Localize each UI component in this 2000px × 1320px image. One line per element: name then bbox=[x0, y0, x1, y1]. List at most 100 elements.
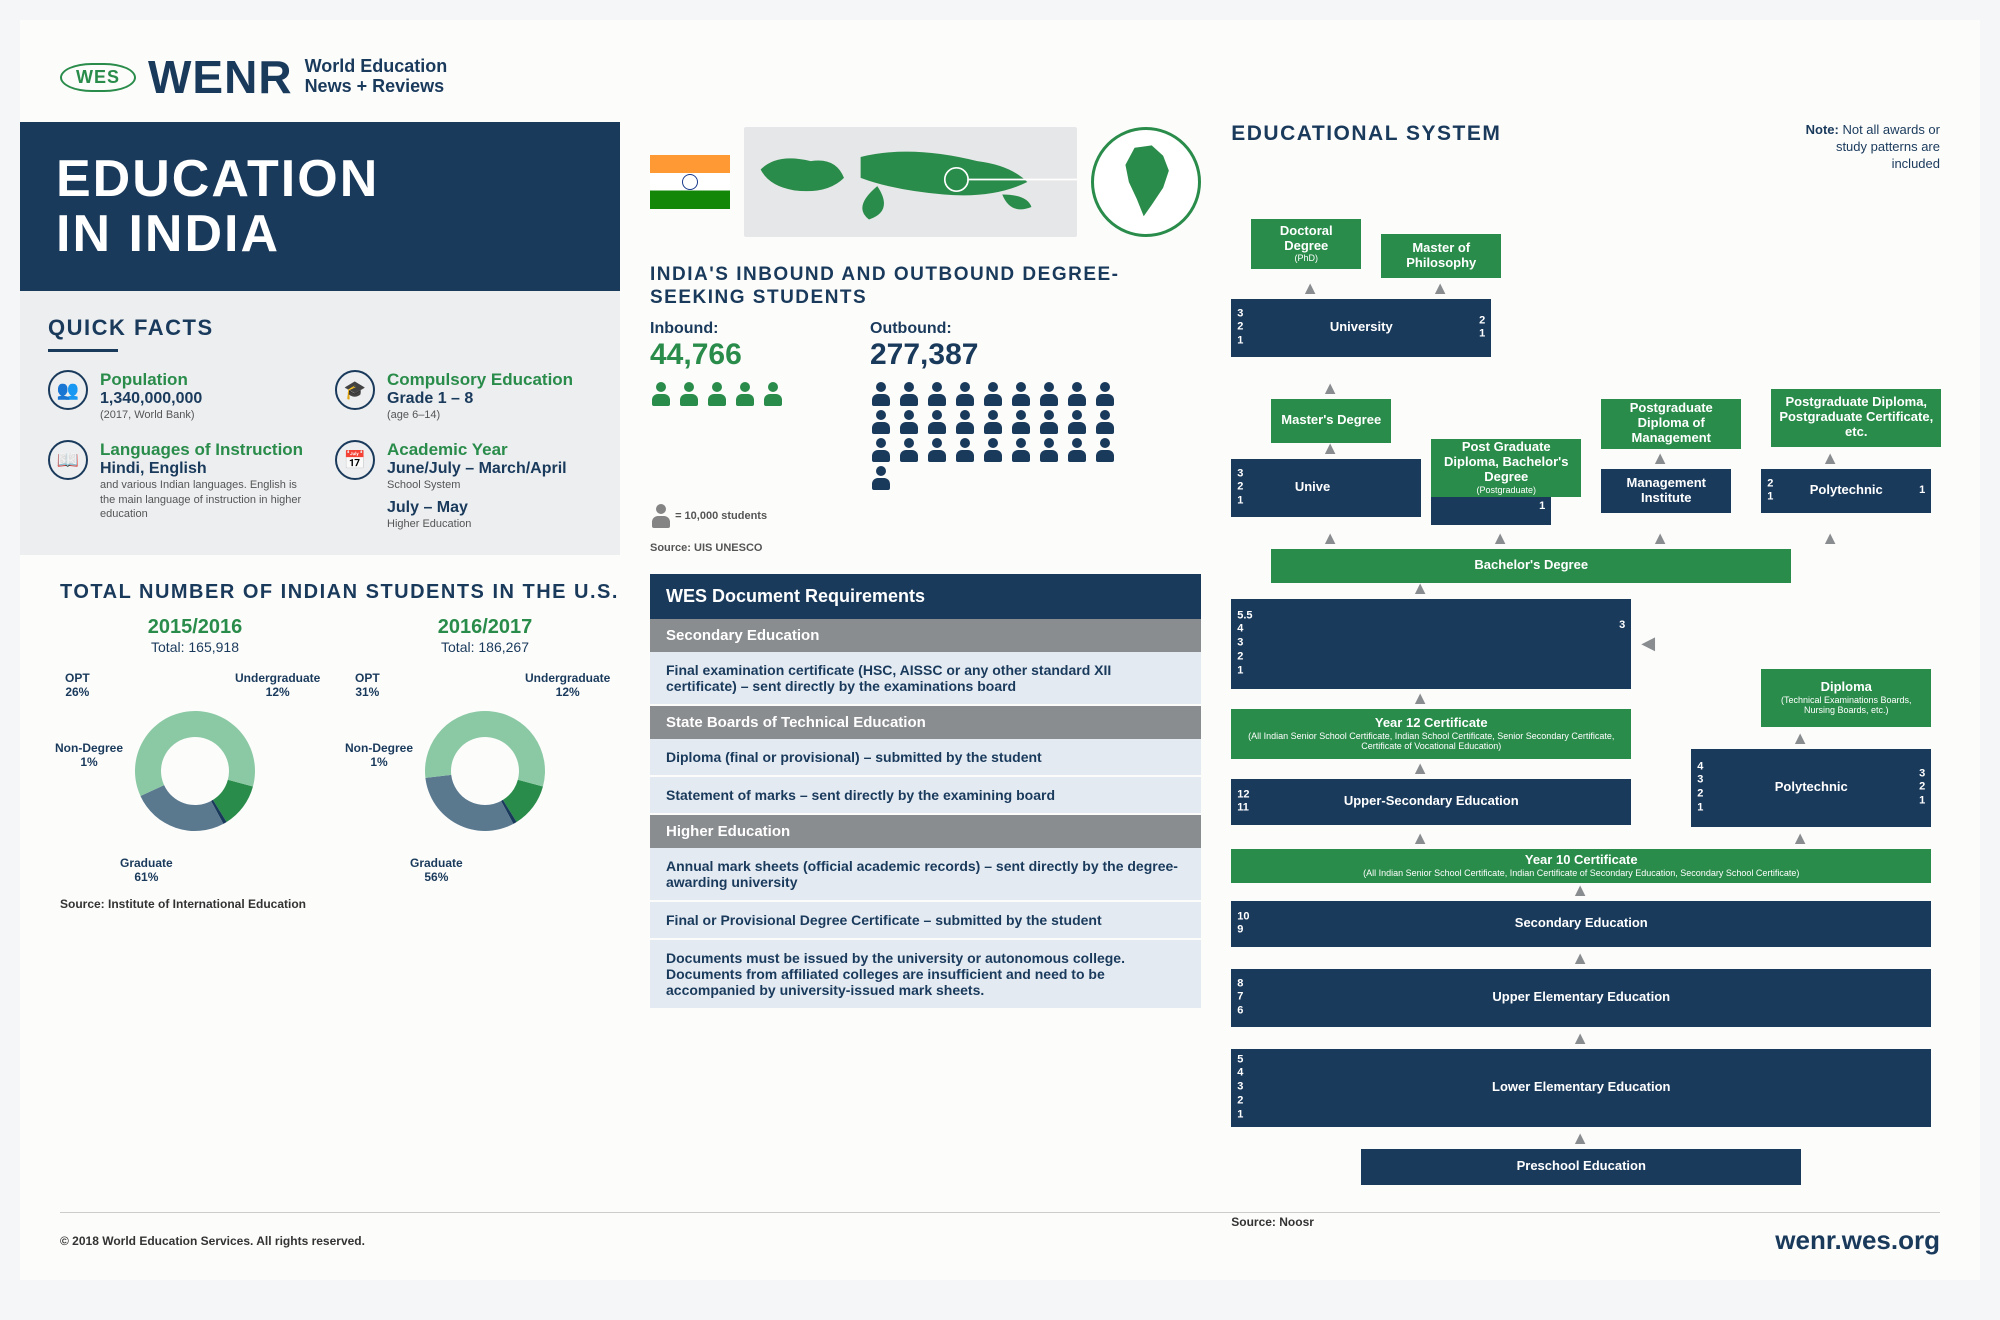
doc-item: Annual mark sheets (official academic re… bbox=[650, 848, 1201, 902]
arrow-icon: ▲ bbox=[1791, 829, 1809, 847]
system-box: Polytechnic211 bbox=[1761, 469, 1931, 513]
arrow-icon: ▲ bbox=[1571, 1129, 1589, 1147]
doc-item: Statement of marks – sent directly by th… bbox=[650, 777, 1201, 815]
arrow-icon: ▲ bbox=[1571, 881, 1589, 899]
quick-facts: QUICK FACTS 👥 Population 1,340,000,000 (… bbox=[20, 291, 620, 555]
doc-item: Diploma (final or provisional) – submitt… bbox=[650, 739, 1201, 777]
gradcap-icon: 🎓 bbox=[335, 370, 375, 410]
brand: WENR bbox=[148, 50, 293, 104]
arrow-icon: ▲ bbox=[1301, 279, 1319, 297]
header: WES WENR World EducationNews + Reviews bbox=[60, 50, 1940, 104]
person-icon bbox=[1038, 438, 1060, 462]
india-outline-icon bbox=[1091, 127, 1201, 237]
person-icon bbox=[1010, 438, 1032, 462]
system-box: Preschool Education bbox=[1361, 1149, 1801, 1185]
person-icon bbox=[1038, 410, 1060, 434]
person-icon bbox=[926, 438, 948, 462]
doc-item: Final examination certificate (HSC, AISS… bbox=[650, 652, 1201, 706]
person-icon bbox=[1066, 438, 1088, 462]
person-icon bbox=[982, 410, 1004, 434]
system-box: Postgraduate Diploma of Management bbox=[1601, 399, 1741, 449]
person-icon bbox=[926, 410, 948, 434]
person-icon bbox=[1066, 410, 1088, 434]
person-icon bbox=[734, 382, 756, 406]
system-box: Lower Elementary Education54321 bbox=[1231, 1049, 1931, 1127]
calendar-icon: 📅 bbox=[335, 440, 375, 480]
arrow-icon: ▲ bbox=[1571, 1029, 1589, 1047]
person-icon bbox=[870, 438, 892, 462]
fact-population: 👥 Population 1,340,000,000 (2017, World … bbox=[48, 370, 305, 422]
system-box: University32121 bbox=[1231, 299, 1491, 357]
arrow-icon: ▲ bbox=[1571, 949, 1589, 967]
arrow-icon: ▲ bbox=[1321, 379, 1339, 397]
system-note: Note: Not all awards or study patterns a… bbox=[1790, 122, 1940, 173]
person-icon bbox=[982, 382, 1004, 406]
wes-badge-icon: WES bbox=[60, 63, 136, 92]
system-box: Management Institute bbox=[1601, 469, 1731, 513]
system-box: Postgraduate Diploma, Postgraduate Certi… bbox=[1771, 389, 1941, 447]
person-icon bbox=[1094, 410, 1116, 434]
system-box: Post Graduate Diploma, Bachelor's Degree… bbox=[1431, 439, 1581, 497]
system-box: Upper-Secondary Education1211 bbox=[1231, 779, 1631, 825]
system-box: Secondary Education109 bbox=[1231, 901, 1931, 947]
system-box: Master's Degree bbox=[1271, 399, 1391, 443]
donut-2015-2016: 2015/2016 Total: 165,918 OPT26%Undergrad… bbox=[60, 616, 330, 881]
arrow-icon: ▲ bbox=[1791, 729, 1809, 747]
system-box: Doctoral Degree(PhD) bbox=[1251, 219, 1361, 269]
person-icon bbox=[926, 382, 948, 406]
person-icon bbox=[678, 382, 700, 406]
person-icon bbox=[1066, 382, 1088, 406]
person-icon bbox=[1038, 382, 1060, 406]
person-icon bbox=[870, 410, 892, 434]
page-title: EDUCATIONIN INDIA bbox=[20, 122, 620, 291]
person-icon bbox=[1094, 382, 1116, 406]
person-icon bbox=[954, 382, 976, 406]
person-icon bbox=[954, 410, 976, 434]
person-icon bbox=[1094, 438, 1116, 462]
arrow-icon: ◀ bbox=[1641, 634, 1655, 652]
arrow-icon: ▲ bbox=[1321, 529, 1339, 547]
mobility-section: INDIA'S INBOUND AND OUTBOUND DEGREE-SEEK… bbox=[650, 264, 1201, 554]
arrow-icon: ▲ bbox=[1821, 529, 1839, 547]
source-iie: Source: Institute of International Educa… bbox=[60, 897, 620, 911]
system-box: Upper Elementary Education876 bbox=[1231, 969, 1931, 1027]
legend: = 10,000 students bbox=[650, 504, 1201, 528]
doc-group-header: State Boards of Technical Education bbox=[650, 706, 1201, 739]
arrow-icon: ▲ bbox=[1651, 449, 1669, 467]
person-icon bbox=[1010, 410, 1032, 434]
tagline: World EducationNews + Reviews bbox=[305, 57, 448, 97]
doc-requirements: WES Document Requirements Secondary Educ… bbox=[650, 574, 1201, 1010]
arrow-icon: ▲ bbox=[1491, 529, 1509, 547]
system-box bbox=[1331, 459, 1421, 499]
arrow-icon: ▲ bbox=[1431, 279, 1449, 297]
fact-academic-year: 📅 Academic Year June/July – March/April … bbox=[335, 440, 592, 531]
system-box: Polytechnic4321321 bbox=[1691, 749, 1931, 827]
arrow-icon: ▲ bbox=[1821, 449, 1839, 467]
person-icon bbox=[870, 466, 892, 490]
system-box: Master of Philosophy bbox=[1381, 234, 1501, 278]
educational-system-diagram: Preschool Education ▲ Lower Elementary Edu… bbox=[1231, 179, 1940, 1199]
doc-group-header: Higher Education bbox=[650, 815, 1201, 848]
person-icon bbox=[870, 382, 892, 406]
map-row bbox=[650, 122, 1201, 242]
arrow-icon: ▲ bbox=[1411, 759, 1429, 777]
donut-2016-2017: 2016/2017 Total: 186,267 OPT31%Undergrad… bbox=[350, 616, 620, 881]
people-icon: 👥 bbox=[48, 370, 88, 410]
system-box: 3 bbox=[1491, 599, 1631, 653]
person-icon bbox=[706, 382, 728, 406]
person-icon bbox=[898, 382, 920, 406]
doc-item: Final or Provisional Degree Certificate … bbox=[650, 902, 1201, 940]
fact-compulsory: 🎓 Compulsory Education Grade 1 – 8 (age … bbox=[335, 370, 592, 422]
person-icon bbox=[1010, 382, 1032, 406]
book-icon: 📖 bbox=[48, 440, 88, 480]
system-box: Year 12 Certificate(All Indian Senior Sc… bbox=[1231, 709, 1631, 759]
system-box: Bachelor's Degree bbox=[1271, 549, 1791, 583]
person-icon bbox=[762, 382, 784, 406]
system-heading: EDUCATIONAL SYSTEM bbox=[1231, 122, 1501, 146]
person-icon bbox=[898, 410, 920, 434]
source-unesco: Source: UIS UNESCO bbox=[650, 542, 1201, 554]
doc-group-header: Secondary Education bbox=[650, 619, 1201, 652]
person-icon bbox=[954, 438, 976, 462]
footer: © 2018 World Education Services. All rig… bbox=[60, 1212, 1940, 1256]
arrow-icon: ▲ bbox=[1411, 689, 1429, 707]
